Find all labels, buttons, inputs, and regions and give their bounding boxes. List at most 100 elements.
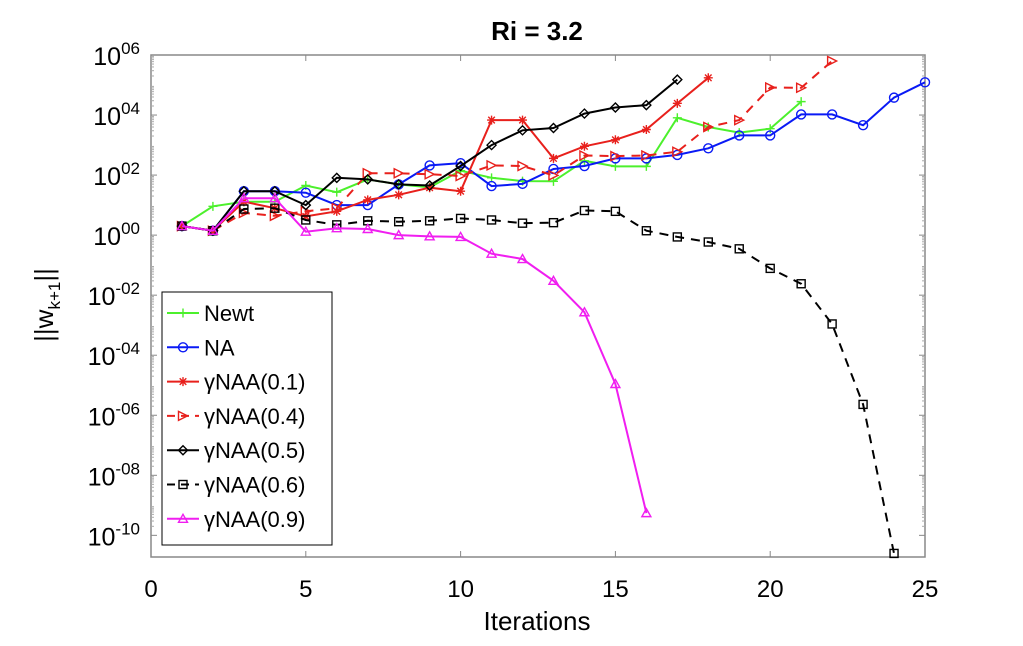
triangle-up-marker [238,192,250,203]
triangle-up-marker [423,230,436,241]
square-marker [270,203,280,213]
star-marker [456,186,466,196]
circle-marker [795,109,807,120]
circle-marker [765,130,776,141]
diamond-marker [238,185,250,197]
legend-label: γNAA(0.1) [204,370,305,395]
diamond-marker [455,160,467,172]
diamond-marker [609,102,621,114]
star-marker [672,98,682,108]
diamond-marker [517,124,529,136]
circle-marker [486,180,497,192]
square-marker [548,217,559,228]
y-tick-base: 10 [88,343,116,371]
triangle-up-marker [516,253,529,264]
triangle-up-marker [331,222,343,233]
star-marker [178,377,188,387]
y-tick-exponent: -04 [115,339,140,358]
plus-marker [178,308,188,318]
triangle-right-marker [765,81,777,94]
triangle-right-marker [517,160,529,172]
diamond-marker [547,122,559,134]
square-marker [424,216,435,226]
y-tick-base: 10 [88,463,116,491]
triangle-right-marker [548,169,560,181]
square-marker [734,244,744,254]
square-marker [796,279,806,289]
plus-marker [332,187,342,197]
legend: Newt NA γNAA(0.1) γNAA(0.4) γNAA(0.5) γNAA(0.… [161,291,333,546]
triangle-up-marker [176,220,188,231]
legend-box [161,291,333,546]
triangle-up-marker [392,229,405,240]
triangle-right-marker [610,150,622,162]
legend-entry: γNAA(0.4) [167,404,305,429]
x-tick-label: 0 [144,576,157,603]
series--naa-0-1- [177,73,713,236]
axes: 0 5 10 15 20 25100610041002100010-0210-0410-0… [88,39,939,603]
square-marker [301,215,311,225]
triangle-right-marker [424,168,436,180]
diamond-marker [300,199,312,211]
square-marker [393,217,404,227]
legend-label: γNAA(0.4) [204,404,305,429]
plus-marker [765,124,775,134]
square-marker [239,204,249,214]
star-marker [610,135,620,145]
y-tick-exponent: 04 [121,99,140,118]
series-line [181,81,926,232]
star-marker [548,153,558,163]
y-tick-base: 10 [93,103,121,131]
square-marker [610,206,621,217]
y-tick-exponent: 06 [121,39,140,58]
series--naa-0-9- [176,192,653,518]
y-tick-exponent: -06 [115,399,140,418]
square-marker [889,548,899,559]
triangle-up-marker [578,306,591,317]
square-marker [641,226,652,236]
y-tick-exponent: -02 [115,279,140,298]
y-axis-label-end: || [29,268,59,282]
star-marker [641,124,651,134]
triangle-right-marker [795,82,808,94]
star-marker [177,221,187,231]
diamond-marker [269,185,281,197]
y-tick-exponent: 02 [121,159,140,178]
circle-marker [857,119,869,131]
triangle-up-marker [609,378,622,389]
y-tick-base: 10 [93,43,121,71]
y-tick-exponent: 00 [121,219,140,238]
triangle-right-marker [703,121,715,133]
triangle-up-marker [362,223,374,234]
legend-entry: γNAA(0.6) [167,473,305,498]
y-tick-base: 10 [88,403,116,431]
triangle-up-marker [269,192,281,203]
circle-marker [734,130,745,141]
y-tick-base: 10 [93,163,121,191]
triangle-right-marker [455,170,467,182]
series-line [181,197,648,514]
y-tick-label: 1000 [93,219,140,251]
legend-label: Newt [204,301,254,326]
legend-entry: Newt [167,301,254,326]
y-tick-exponent: -10 [115,519,140,538]
square-marker [517,218,528,228]
diamond-marker [331,172,343,184]
x-tick-label: 15 [602,576,629,603]
triangle-right-marker [177,410,190,422]
star-marker [518,115,528,125]
triangle-right-marker [269,210,281,222]
circle-marker [826,109,838,120]
diamond-marker [362,173,374,185]
triangle-right-marker [486,159,498,172]
triangle-right-marker [826,55,839,67]
x-axis-label: Iterations [484,606,591,636]
legend-entry: γNAA(0.5) [167,438,305,463]
y-tick-label: 10-04 [88,339,140,371]
triangle-up-marker [454,231,467,242]
triangle-right-marker [641,149,653,162]
triangle-right-marker [331,202,343,214]
diamond-marker [424,180,436,191]
y-tick-exponent: -08 [115,459,140,478]
